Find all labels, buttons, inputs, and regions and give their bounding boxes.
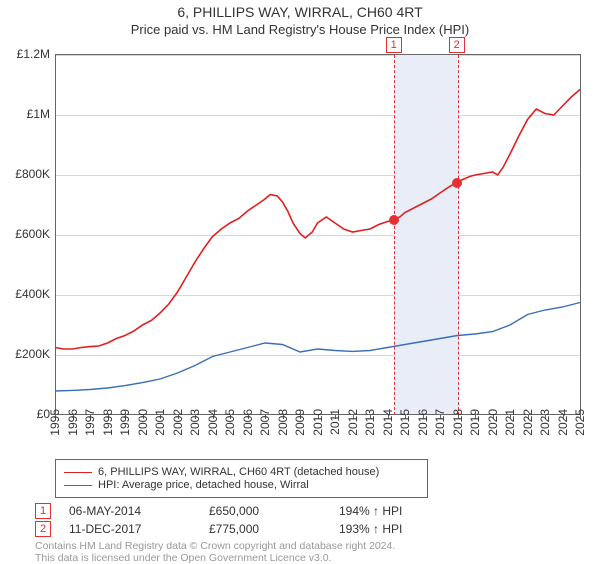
y-axis-label: £800K [0, 167, 50, 181]
x-axis-label: 1996 [66, 409, 80, 436]
x-axis-label: 2001 [153, 409, 167, 436]
legend-label-property: 6, PHILLIPS WAY, WIRRAL, CH60 4RT (detac… [98, 466, 379, 478]
x-axis-label: 2000 [136, 409, 150, 436]
legend-swatch-property [64, 472, 92, 473]
x-axis-label: 2015 [398, 409, 412, 436]
x-axis-label: 2010 [311, 409, 325, 436]
x-axis-label: 2003 [188, 409, 202, 436]
sale-point [389, 215, 399, 225]
legend-label-hpi: HPI: Average price, detached house, Wirr… [98, 479, 309, 491]
x-axis-label: 2009 [293, 409, 307, 436]
x-axis-label: 1995 [48, 409, 62, 436]
y-axis-label: £200K [0, 347, 50, 361]
y-axis-label: £600K [0, 227, 50, 241]
series-hpi [55, 303, 580, 392]
sale-date: 06-MAY-2014 [69, 504, 209, 518]
plot-area: 12 1995199619971998199920002001200220032… [55, 54, 581, 415]
y-axis-label: £0 [0, 407, 50, 421]
x-axis-label: 2004 [206, 409, 220, 436]
sale-date: 11-DEC-2017 [69, 522, 209, 536]
sale-row: 2 11-DEC-2017£775,000193% ↑ HPI [35, 520, 469, 538]
x-axis-label: 2020 [486, 409, 500, 436]
line-series-svg [55, 55, 580, 415]
legend-item-hpi: HPI: Average price, detached house, Wirr… [64, 479, 419, 491]
sale-pct: 193% ↑ HPI [339, 522, 469, 536]
sale-price: £650,000 [209, 504, 339, 518]
x-axis-label: 2006 [241, 409, 255, 436]
x-axis-label: 2005 [223, 409, 237, 436]
legend-item-property: 6, PHILLIPS WAY, WIRRAL, CH60 4RT (detac… [64, 466, 419, 478]
x-axis-label: 1999 [118, 409, 132, 436]
sale-marker-1: 1 [386, 37, 402, 53]
x-axis-label: 2021 [503, 409, 517, 436]
series-property [55, 90, 580, 350]
sale-row: 1 06-MAY-2014£650,000194% ↑ HPI [35, 502, 469, 520]
sale-point [452, 178, 462, 188]
y-axis-label: £1.2M [0, 47, 50, 61]
x-axis-label: 2022 [521, 409, 535, 436]
x-axis-label: 2011 [328, 409, 342, 435]
x-axis-label: 2019 [468, 409, 482, 436]
x-axis-label: 2024 [556, 409, 570, 436]
x-axis-label: 2018 [451, 409, 465, 436]
chart-subtitle: Price paid vs. HM Land Registry's House … [0, 22, 600, 37]
footer-line-1: Contains HM Land Registry data © Crown c… [35, 540, 395, 552]
sale-pct: 194% ↑ HPI [339, 504, 469, 518]
chart-title: 6, PHILLIPS WAY, WIRRAL, CH60 4RT [0, 4, 600, 20]
y-axis [55, 55, 56, 415]
x-axis-label: 1997 [83, 409, 97, 436]
chart-container: 6, PHILLIPS WAY, WIRRAL, CH60 4RT Price … [0, 4, 600, 564]
x-axis-label: 2014 [381, 409, 395, 436]
legend: 6, PHILLIPS WAY, WIRRAL, CH60 4RT (detac… [55, 459, 428, 498]
legend-swatch-hpi [64, 485, 92, 486]
x-axis-label: 2016 [416, 409, 430, 436]
x-axis-label: 2007 [258, 409, 272, 436]
y-axis-label: £1M [0, 107, 50, 121]
x-axis-label: 2023 [538, 409, 552, 436]
sale-row-marker: 2 [35, 521, 51, 537]
sale-row-marker: 1 [35, 503, 51, 519]
footer-line-2: This data is licensed under the Open Gov… [35, 552, 395, 564]
sale-marker-2: 2 [449, 37, 465, 53]
footer-attribution: Contains HM Land Registry data © Crown c… [35, 540, 395, 564]
x-axis-label: 2008 [276, 409, 290, 436]
x-axis-label: 2025 [573, 409, 587, 436]
sale-price: £775,000 [209, 522, 339, 536]
x-axis-label: 2002 [171, 409, 185, 436]
sales-table: 1 06-MAY-2014£650,000194% ↑ HPI 2 11-DEC-20… [35, 502, 469, 538]
y-axis-label: £400K [0, 287, 50, 301]
x-axis-label: 2012 [346, 409, 360, 436]
x-axis-label: 2017 [433, 409, 447, 436]
x-axis-label: 1998 [101, 409, 115, 436]
x-axis-label: 2013 [363, 409, 377, 436]
